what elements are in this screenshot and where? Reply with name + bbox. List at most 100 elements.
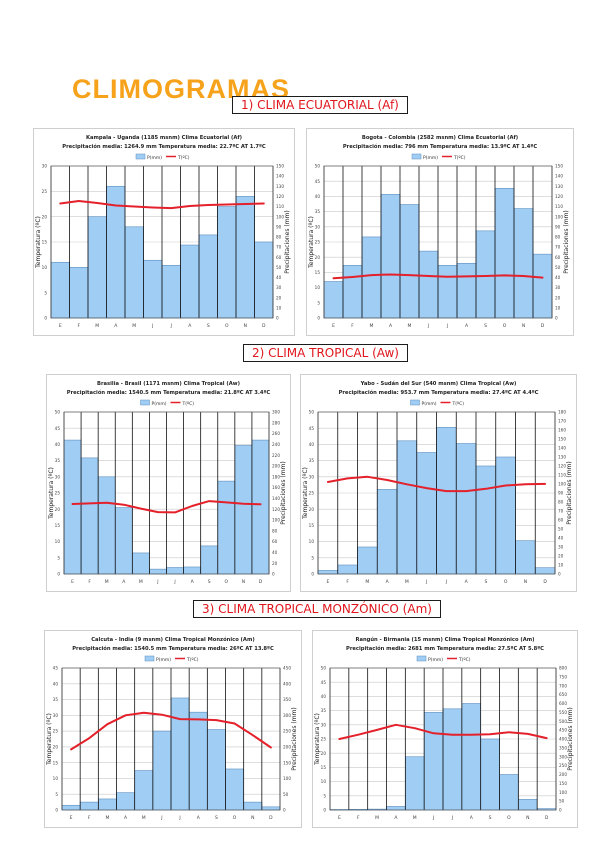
precip-bar [418, 250, 439, 319]
y-tick-label: 50 [315, 164, 321, 169]
precip-bar [423, 712, 444, 811]
y-tick-label: 30 [309, 474, 315, 479]
precip-bar [376, 489, 398, 575]
legend-label-temp: T(ºC) [453, 155, 466, 161]
legend-label-precip: P(mm) [147, 155, 162, 161]
month-label: D [269, 815, 273, 821]
climograph-bogota: Bogota - Colombia (2582 msnm) Clima Ecua… [306, 128, 574, 336]
precip-bar [124, 226, 144, 319]
chart-subtitle: Precipitación media: 1540.5 mm Temperatu… [67, 389, 271, 396]
y2-tick-label: 150 [558, 437, 566, 442]
y-tick-label: 5 [44, 290, 47, 295]
y-tick-label: 50 [321, 666, 327, 671]
chart-title: Brasilia - Brasil (1171 msnm) Clima Trop… [97, 381, 240, 387]
y2-tick-label: 120 [272, 507, 280, 512]
y-tick-label: 35 [309, 458, 315, 463]
y-tick-label: 45 [55, 426, 61, 431]
y2-tick-label: 40 [555, 275, 561, 280]
precip-bar [217, 480, 236, 575]
precip-bar [532, 253, 553, 319]
y-tick-label: 25 [309, 491, 315, 496]
y2-tick-label: 600 [559, 701, 567, 706]
y-tick-label: 45 [315, 179, 321, 184]
precip-bar [518, 799, 538, 811]
y-tick-label: 5 [57, 555, 60, 560]
y2-tick-label: 70 [558, 509, 564, 514]
month-label: F [77, 323, 80, 329]
chart-subtitle: Precipitación media: 1540.5 mm Temperatu… [72, 645, 274, 652]
month-label: M [95, 323, 99, 329]
y2-tick-label: 70 [555, 245, 561, 250]
plot-border [50, 165, 274, 319]
month-label: J [445, 579, 447, 585]
plot-border [323, 165, 553, 319]
month-label: J [432, 815, 434, 821]
legend-label-temp: T(ºC) [452, 401, 465, 407]
precip-bar [149, 568, 167, 575]
y-axis-title: Temperatura (ºC) [314, 713, 321, 766]
y2-tick-label: 0 [272, 572, 275, 577]
y2-tick-label: 260 [272, 431, 280, 436]
y2-tick-label: 350 [283, 697, 291, 702]
precip-bar [98, 798, 117, 811]
y2-tick-label: 130 [276, 184, 284, 189]
y-tick-label: 5 [311, 555, 314, 560]
y2-tick-label: 110 [276, 204, 284, 209]
y2-tick-label: 120 [276, 194, 284, 199]
precip-bar [143, 259, 163, 319]
temperature-line [332, 273, 544, 280]
precip-bar [437, 265, 458, 319]
month-label: F [88, 579, 91, 585]
month-label: J [160, 815, 162, 821]
month-label: A [389, 323, 393, 329]
y2-tick-label: 50 [276, 265, 282, 270]
y2-tick-label: 90 [555, 224, 561, 229]
precip-bar [152, 730, 172, 811]
climograph-yabo: Yabo - Sudán del Sur (540 msnm) Clima Tr… [300, 374, 577, 592]
y2-tick-label: 160 [272, 485, 280, 490]
precip-bar [243, 801, 263, 811]
y-tick-label: 10 [309, 539, 315, 544]
y2-tick-label: 280 [272, 420, 280, 425]
y-tick-label: 10 [53, 776, 59, 781]
chart-title: Calcuta - India (9 msnm) Clima Tropical … [91, 636, 254, 643]
precip-bar [217, 206, 237, 319]
month-label: D [545, 815, 549, 821]
y2-tick-label: 450 [283, 666, 291, 671]
y-tick-label: 20 [53, 744, 59, 749]
chart-title: Bogota - Colombia (2582 msnm) Clima Ecua… [362, 135, 518, 141]
y2-tick-label: 300 [272, 410, 280, 415]
month-label: J [178, 815, 180, 821]
precip-bar [79, 801, 99, 811]
month-label: M [408, 323, 412, 329]
month-label: A [191, 579, 195, 585]
y2-tick-label: 80 [276, 235, 282, 240]
y-tick-label: 40 [321, 694, 327, 699]
chart-svg-bogota: Bogota - Colombia (2582 msnm) Clima Ecua… [306, 128, 574, 336]
y-tick-label: 35 [321, 708, 327, 713]
legend-label-precip: P(mm) [152, 401, 167, 407]
y-tick-label: 0 [311, 572, 314, 577]
plot-border [329, 667, 557, 811]
y-tick-label: 10 [55, 539, 61, 544]
month-label: M [405, 579, 409, 585]
y2-tick-label: 650 [559, 692, 567, 697]
y2-tick-label: 60 [555, 255, 561, 260]
precip-bar [50, 261, 70, 319]
y2-tick-label: 60 [276, 255, 282, 260]
precip-bar [235, 196, 255, 319]
month-label: M [105, 815, 109, 821]
month-label: N [251, 815, 254, 821]
y2-tick-label: 20 [276, 295, 282, 300]
y2-tick-label: 300 [283, 713, 291, 718]
precip-bar [183, 566, 201, 575]
y-tick-label: 25 [42, 189, 48, 194]
y-axis-title: Temperatura (ºC) [308, 216, 315, 269]
y-tick-label: 20 [321, 751, 327, 756]
y-tick-label: 0 [44, 316, 47, 321]
month-label: S [207, 323, 210, 329]
legend-swatch-precip [144, 655, 155, 662]
climograph-kampala: Kampala - Uganda (1185 msnm) Clima Ecuat… [33, 128, 295, 336]
y2-tick-label: 20 [272, 561, 278, 566]
y2-tick-label: 150 [555, 164, 563, 169]
